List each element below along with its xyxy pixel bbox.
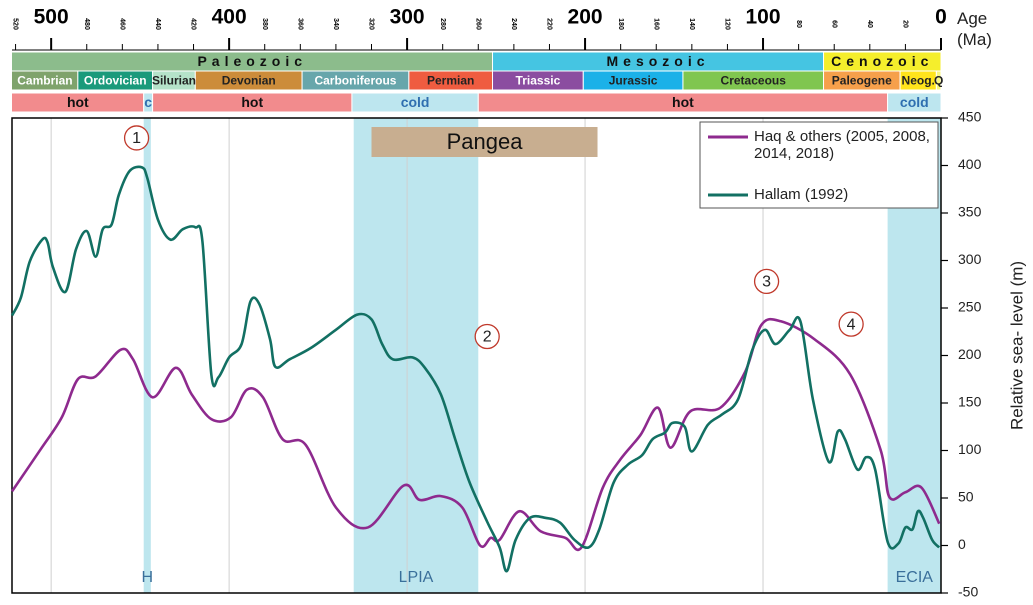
eras-label: Mesozoic [607,53,710,69]
series-line [10,317,941,552]
callout-circle [838,311,864,337]
x-tick-label: 400 [212,6,247,29]
periods-label: Jurassic [609,74,658,88]
y-tick-label: 250 [958,299,982,315]
x-tick-label: 360 [296,18,303,30]
periods-label: Ordovician [84,74,147,88]
x-tick-label: 280 [439,18,446,30]
climate-label: hot [241,94,263,110]
climate-label: hot [67,94,89,110]
callout-circle [474,323,500,350]
climate-label: cold [401,94,430,110]
periods-label: Permian [427,74,474,88]
callout-label: 3 [762,274,771,291]
x-tick-label: 200 [568,6,603,29]
callout-circle [753,268,780,295]
callout-label: 2 [483,329,492,346]
x-tick-label: 220 [546,18,553,30]
x-tick-label: 140 [688,18,695,30]
x-tick-label: 480 [83,18,90,30]
y-tick-label: 150 [958,394,982,410]
y-tick-label: 400 [958,156,982,172]
y-tick-label: 0 [958,536,966,552]
x-tick-label: 320 [368,18,375,30]
periods-label: Triassic [516,74,561,88]
periods-label: Q [934,74,943,88]
x-tick-label: 20 [902,20,909,28]
x-tick-label: 120 [724,18,731,30]
x-tick-label: 520 [12,18,19,30]
x-tick-label: 340 [332,18,339,30]
x-axis-label: Age (Ma) [957,9,992,49]
x-tick-label: 100 [746,6,781,29]
y-tick-label: -50 [958,584,978,600]
periods-label: Devonian [222,74,276,88]
y-tick-label: 350 [958,204,982,220]
x-tick-label: 180 [617,18,624,30]
callout-label: 4 [847,316,856,333]
shading-label: H [141,569,153,586]
legend-label: Hallam (1992) [754,186,849,203]
y-tick-label: 100 [958,441,982,457]
climate-label: hot [672,94,694,110]
eras-label: Cenozoic [831,53,933,69]
periods-label: Silurian [152,74,196,88]
periods-label: Carboniferous [314,74,396,88]
x-tick-label: 160 [652,18,659,30]
y-axis-label: Relative sea- level (m) [1007,261,1026,430]
periods-label: Neog. [902,74,935,88]
y-tick-label: 200 [958,346,982,362]
periods-label: Paleogene [832,74,892,88]
periods-label: Cretaceous [721,74,787,88]
x-tick-label: 260 [474,18,481,30]
x-tick-label: 240 [510,18,517,30]
x-tick-label: 420 [190,18,197,30]
climate-band [887,92,941,113]
legend-label: Haq & others (2005, 2008, 2014, 2018) [754,128,930,162]
x-tick-label: 60 [830,20,837,28]
climate-label: c [144,94,152,110]
x-tick-label: 440 [154,18,161,30]
y-tick-label: 50 [958,489,974,505]
series-line [10,165,941,573]
periods-label: Cambrian [17,74,72,88]
x-tick-label: 300 [390,6,425,29]
periods-band [935,70,941,91]
y-tick-label: 450 [958,109,982,125]
shading-label: LPIA [399,569,434,586]
x-tick-label: 80 [795,20,802,28]
shading-label: ECIA [896,569,934,586]
x-tick-label: 380 [261,18,268,30]
shaded-interval [353,118,479,593]
eras-label: Paleozoic [197,53,307,69]
x-tick-label: 0 [935,6,947,29]
pangea-band [371,127,598,157]
climate-label: cold [900,94,929,110]
callout-label: 1 [132,130,141,147]
x-tick-label: 40 [866,20,873,28]
shaded-interval [143,118,151,593]
y-tick-label: 300 [958,251,982,267]
x-tick-label: 460 [118,18,125,30]
x-tick-label: 500 [34,6,69,29]
pangea-label: Pangea [447,129,524,154]
callout-circle [123,125,150,151]
